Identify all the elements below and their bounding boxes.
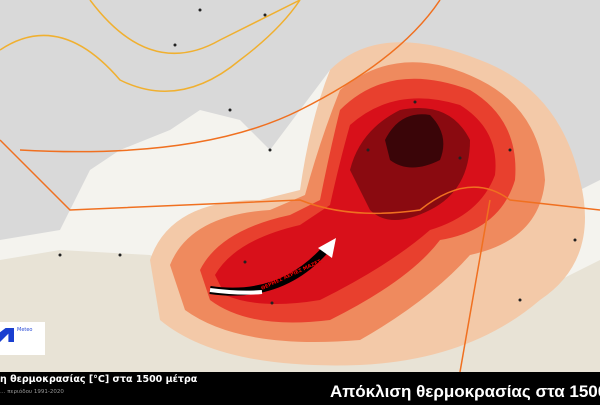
logo-mark	[0, 328, 14, 342]
logo-name: Meteo	[17, 327, 33, 333]
map-title: Απόκλιση θερμοκρασίας στα 1500 μ	[330, 382, 600, 401]
meteo-logo: Meteo	[0, 322, 45, 355]
legend-title: η θερμοκρασίας [°C] στα 1500 μέτρα	[0, 374, 198, 385]
isotherms	[0, 0, 600, 372]
city-markers	[58, 8, 577, 305]
temperature-anomaly-map: ΘΕΡΜΕΣ ΑΕΡΙΕΣ ΜΑΖΕΣ	[0, 0, 600, 372]
anomaly-contours	[150, 42, 585, 366]
legend-subtitle: … περιόδου 1991-2020	[0, 389, 64, 395]
footer-bar: η θερμοκρασίας [°C] στα 1500 μέτρα … περ…	[0, 372, 600, 405]
